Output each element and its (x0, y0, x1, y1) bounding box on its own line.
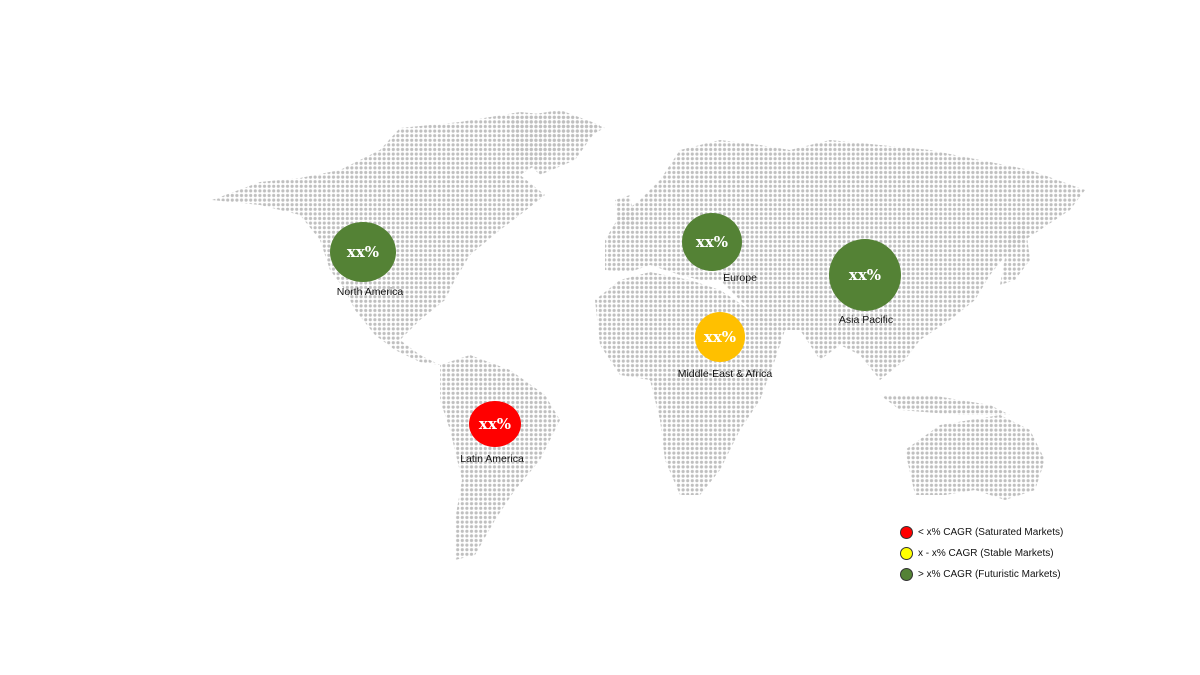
legend-label: x - x% CAGR (Stable Markets) (918, 548, 1054, 559)
middle-east-africa-bubble: xx% (695, 312, 745, 362)
europe-bubble: xx% (682, 213, 742, 271)
legend-label: < x% CAGR (Saturated Markets) (918, 527, 1064, 538)
asia-pacific-bubble: xx% (829, 239, 901, 311)
green-dot-icon (900, 568, 913, 581)
greenland-shape (510, 110, 600, 175)
middle-east-africa-label: Middle-East & Africa (677, 368, 773, 380)
legend-item-saturated: < x% CAGR (Saturated Markets) (900, 522, 1063, 543)
latin-america-label: Latin America (460, 453, 524, 465)
legend-item-stable: x - x% CAGR (Stable Markets) (900, 543, 1063, 564)
red-dot-icon (900, 526, 913, 539)
australia-shape (905, 415, 1045, 500)
middle-east-africa-value: xx% (703, 328, 737, 346)
asia-pacific-label: Asia Pacific (838, 314, 894, 326)
north-america-bubble: xx% (330, 222, 396, 282)
yellow-dot-icon (900, 547, 913, 560)
south-america-shape (440, 355, 560, 560)
europe-label: Europe (723, 272, 757, 284)
legend: < x% CAGR (Saturated Markets) x - x% CAG… (900, 522, 1063, 585)
north-america-value: xx% (346, 243, 380, 261)
uk-shape (615, 195, 635, 228)
indonesia-shape (880, 395, 1010, 415)
north-america-shape (212, 112, 605, 365)
asia-pacific-value: xx% (848, 266, 882, 284)
latin-america-value: xx% (478, 415, 512, 433)
europe-value: xx% (695, 233, 729, 251)
legend-item-futuristic: > x% CAGR (Futuristic Markets) (900, 564, 1063, 585)
japan-shape (1000, 220, 1030, 285)
north-america-label: North America (336, 286, 404, 298)
latin-america-bubble: xx% (469, 401, 521, 447)
legend-label: > x% CAGR (Futuristic Markets) (918, 569, 1061, 580)
